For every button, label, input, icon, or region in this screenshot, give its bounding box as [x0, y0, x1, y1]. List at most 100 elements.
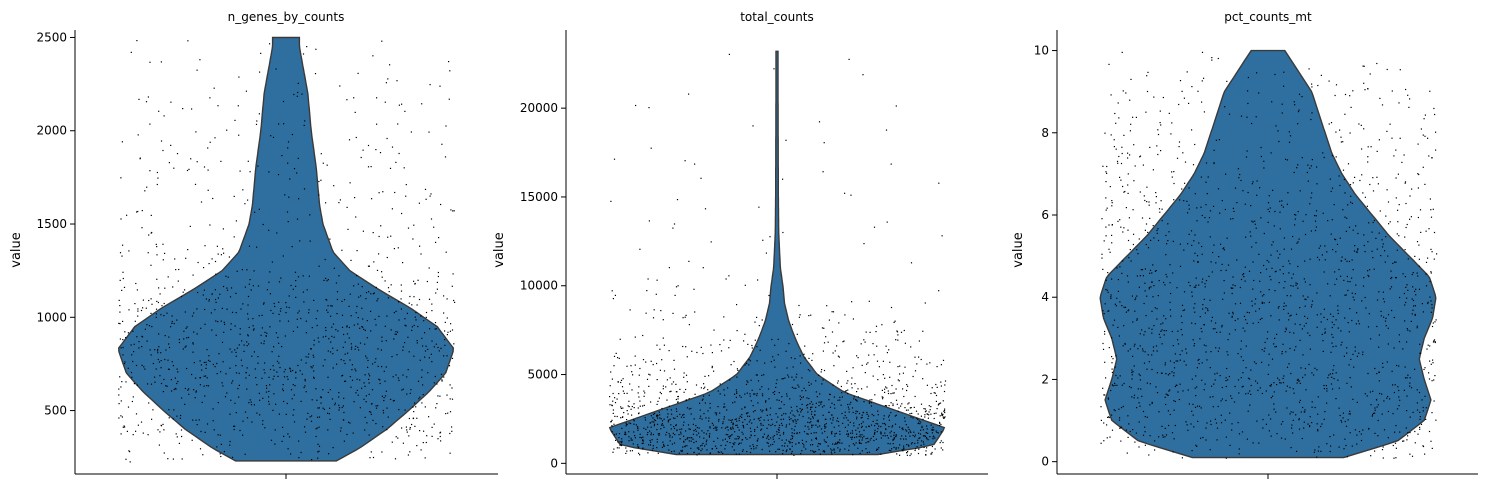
jitter-point — [736, 391, 738, 393]
jitter-point — [303, 386, 305, 389]
jitter-point — [1140, 269, 1142, 271]
jitter-point — [1248, 312, 1250, 314]
jitter-point — [1425, 285, 1428, 287]
jitter-point — [227, 276, 229, 278]
jitter-point — [160, 314, 162, 316]
jitter-point — [931, 453, 933, 455]
jitter-point — [1345, 230, 1347, 232]
jitter-point — [255, 123, 258, 125]
jitter-point — [658, 433, 661, 435]
jitter-point — [1407, 329, 1409, 331]
jitter-point — [799, 395, 801, 397]
jitter-point — [438, 350, 440, 352]
jitter-point — [842, 341, 844, 343]
jitter-point — [1195, 284, 1197, 286]
jitter-point — [395, 161, 397, 163]
jitter-point — [1222, 248, 1224, 250]
jitter-point — [1252, 442, 1254, 444]
jitter-point — [260, 334, 262, 336]
jitter-point — [274, 305, 276, 308]
jitter-point — [379, 382, 381, 385]
jitter-point — [639, 433, 641, 435]
jitter-point — [311, 399, 313, 401]
jitter-point — [1425, 418, 1427, 420]
jitter-point — [778, 407, 780, 410]
jitter-point — [895, 447, 897, 449]
jitter-point — [420, 253, 422, 255]
jitter-point — [936, 386, 938, 388]
jitter-point — [752, 405, 754, 407]
jitter-point — [259, 399, 261, 401]
jitter-point — [630, 408, 632, 410]
jitter-point — [441, 380, 443, 382]
jitter-point — [1270, 254, 1272, 256]
jitter-point — [366, 320, 368, 322]
jitter-point — [1183, 291, 1186, 293]
jitter-point — [799, 407, 801, 410]
jitter-point — [869, 331, 871, 333]
jitter-point — [1347, 322, 1349, 324]
jitter-point — [703, 383, 705, 385]
jitter-point — [811, 406, 813, 408]
jitter-point — [1432, 359, 1434, 361]
jitter-point — [203, 375, 205, 377]
jitter-point — [152, 362, 154, 365]
jitter-point — [1382, 362, 1384, 364]
jitter-point — [1377, 183, 1379, 185]
jitter-point — [1152, 264, 1154, 266]
jitter-point — [1318, 259, 1320, 261]
jitter-point — [1307, 180, 1309, 182]
jitter-point — [909, 413, 911, 415]
jitter-point — [322, 407, 324, 409]
jitter-point — [1389, 123, 1391, 125]
jitter-point — [407, 336, 409, 338]
jitter-point — [861, 388, 863, 390]
jitter-point — [798, 316, 800, 318]
jitter-point — [1407, 374, 1409, 376]
jitter-point — [1207, 221, 1209, 223]
jitter-point — [1415, 294, 1417, 296]
jitter-point — [613, 365, 615, 367]
jitter-point — [1111, 429, 1114, 431]
jitter-point — [1164, 284, 1166, 286]
jitter-point — [200, 327, 202, 329]
jitter-point — [635, 104, 637, 107]
jitter-point — [1364, 393, 1366, 395]
jitter-point — [1106, 289, 1108, 291]
jitter-point — [866, 363, 868, 365]
jitter-point — [1173, 171, 1175, 173]
jitter-point — [1404, 276, 1406, 278]
jitter-point — [1346, 275, 1348, 278]
jitter-point — [1356, 355, 1358, 357]
jitter-point — [1346, 352, 1348, 354]
jitter-point — [1393, 391, 1395, 394]
jitter-point — [304, 380, 306, 382]
jitter-point — [1374, 432, 1376, 434]
jitter-point — [396, 80, 398, 82]
jitter-point — [239, 170, 241, 172]
jitter-point — [142, 432, 144, 434]
jitter-point — [669, 440, 671, 442]
jitter-point — [1103, 440, 1105, 442]
jitter-point — [1172, 345, 1174, 347]
jitter-point — [304, 120, 306, 122]
jitter-point — [1407, 94, 1409, 96]
jitter-point — [395, 436, 397, 438]
jitter-point — [1234, 285, 1236, 287]
jitter-point — [232, 380, 234, 382]
jitter-point — [1205, 351, 1207, 353]
jitter-point — [922, 441, 924, 443]
jitter-point — [863, 339, 865, 341]
jitter-point — [1104, 361, 1106, 363]
jitter-point — [1116, 297, 1118, 299]
jitter-point — [900, 438, 902, 440]
jitter-point — [700, 415, 702, 417]
jitter-point — [318, 180, 320, 183]
jitter-point — [368, 382, 370, 384]
jitter-point — [1208, 275, 1210, 277]
jitter-point — [781, 424, 783, 426]
jitter-point — [332, 447, 334, 449]
jitter-point — [1335, 319, 1337, 321]
jitter-point — [1166, 243, 1168, 245]
jitter-point — [1173, 438, 1175, 440]
